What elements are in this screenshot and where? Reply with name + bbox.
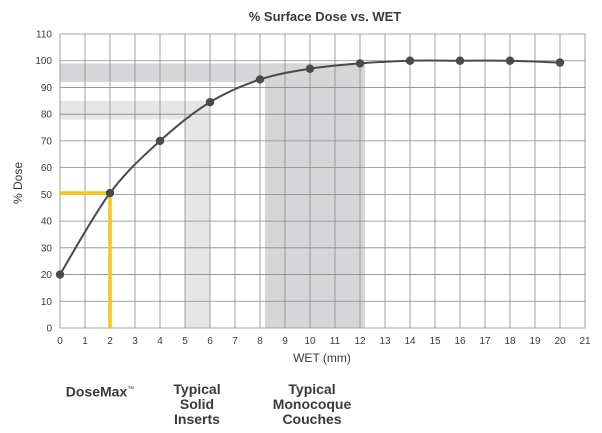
chart-title: % Surface Dose vs. WET xyxy=(249,9,401,24)
data-point-5 xyxy=(305,64,315,73)
x-tick-label: 2 xyxy=(107,336,113,347)
x-tick-label: 19 xyxy=(529,336,541,347)
x-tick-label: 15 xyxy=(429,336,441,347)
data-point-2 xyxy=(155,136,165,146)
data-point-4 xyxy=(255,75,265,84)
x-tick-labels: 0 1 2 3 4 5 6 7 8 9 10 11 12 13 14 15 16 17 18 19 20 21 xyxy=(57,336,591,347)
data-point-0 xyxy=(55,270,65,279)
y-tick-label: 110 xyxy=(36,30,52,41)
y-tick-labels: 0 10 20 30 40 50 60 70 80 90 100 110 xyxy=(35,30,52,335)
x-tick-label: 8 xyxy=(257,336,263,347)
y-tick-label: 60 xyxy=(41,163,53,174)
x-tick-label: 6 xyxy=(207,336,213,347)
data-point-3 xyxy=(205,97,215,107)
data-point-7 xyxy=(405,56,415,65)
x-tick-label: 13 xyxy=(379,336,391,347)
x-tick-label: 12 xyxy=(354,336,366,347)
y-tick-label: 0 xyxy=(46,324,52,335)
y-tick-label: 50 xyxy=(41,190,53,201)
data-point-8 xyxy=(455,56,465,65)
y-tick-label: 30 xyxy=(41,243,53,254)
dosemax-marker-lines xyxy=(60,191,112,328)
dose-chart: 0 1 2 3 4 5 6 7 8 9 10 11 12 13 14 15 16 17 18 19 20 21 01020… xyxy=(11,9,591,365)
data-point-1 xyxy=(105,188,115,198)
highlight-bands xyxy=(60,63,365,329)
y-tick-label: 70 xyxy=(41,136,53,147)
y-tick-label: 90 xyxy=(41,83,53,94)
x-tick-label: 16 xyxy=(454,336,466,347)
data-point-6 xyxy=(355,59,365,68)
x-tick-label: 0 xyxy=(57,336,63,347)
grid-lines xyxy=(59,33,586,329)
region-label-monocoque-couches: Typical Monocoque Couches xyxy=(272,381,352,427)
x-tick-label: 11 xyxy=(330,336,341,347)
highlight-band-1 xyxy=(265,63,365,329)
x-tick-label: 5 xyxy=(182,336,188,347)
x-tick-label: 4 xyxy=(157,336,163,347)
x-axis-label: WET (mm) xyxy=(293,351,351,365)
y-tick-label: 40 xyxy=(41,217,53,228)
y-tick-label: 20 xyxy=(41,270,53,281)
x-tick-label: 3 xyxy=(132,336,138,347)
x-tick-label: 14 xyxy=(404,336,416,347)
x-tick-label: 7 xyxy=(232,336,238,347)
region-label-dosemax: DoseMax™ xyxy=(65,383,135,400)
data-points xyxy=(55,56,565,279)
y-tick-label: 80 xyxy=(41,110,53,121)
x-tick-label: 21 xyxy=(579,336,591,347)
y-tick-label: 10 xyxy=(41,297,53,308)
data-point-10 xyxy=(555,58,565,67)
x-tick-label: 1 xyxy=(82,336,88,347)
y-tick-label: 100 xyxy=(35,56,52,67)
y-axis-label: % Dose xyxy=(11,162,25,204)
data-point-9 xyxy=(505,56,515,65)
x-tick-label: 18 xyxy=(504,336,516,347)
x-tick-label: 17 xyxy=(479,336,491,347)
x-tick-label: 9 xyxy=(282,336,288,347)
highlight-band-3 xyxy=(60,63,365,83)
x-tick-label: 20 xyxy=(554,336,566,347)
highlight-band-0 xyxy=(185,100,210,329)
x-tick-label: 10 xyxy=(304,336,316,347)
region-label-solid-inserts: Typical Solid Inserts xyxy=(173,381,221,427)
